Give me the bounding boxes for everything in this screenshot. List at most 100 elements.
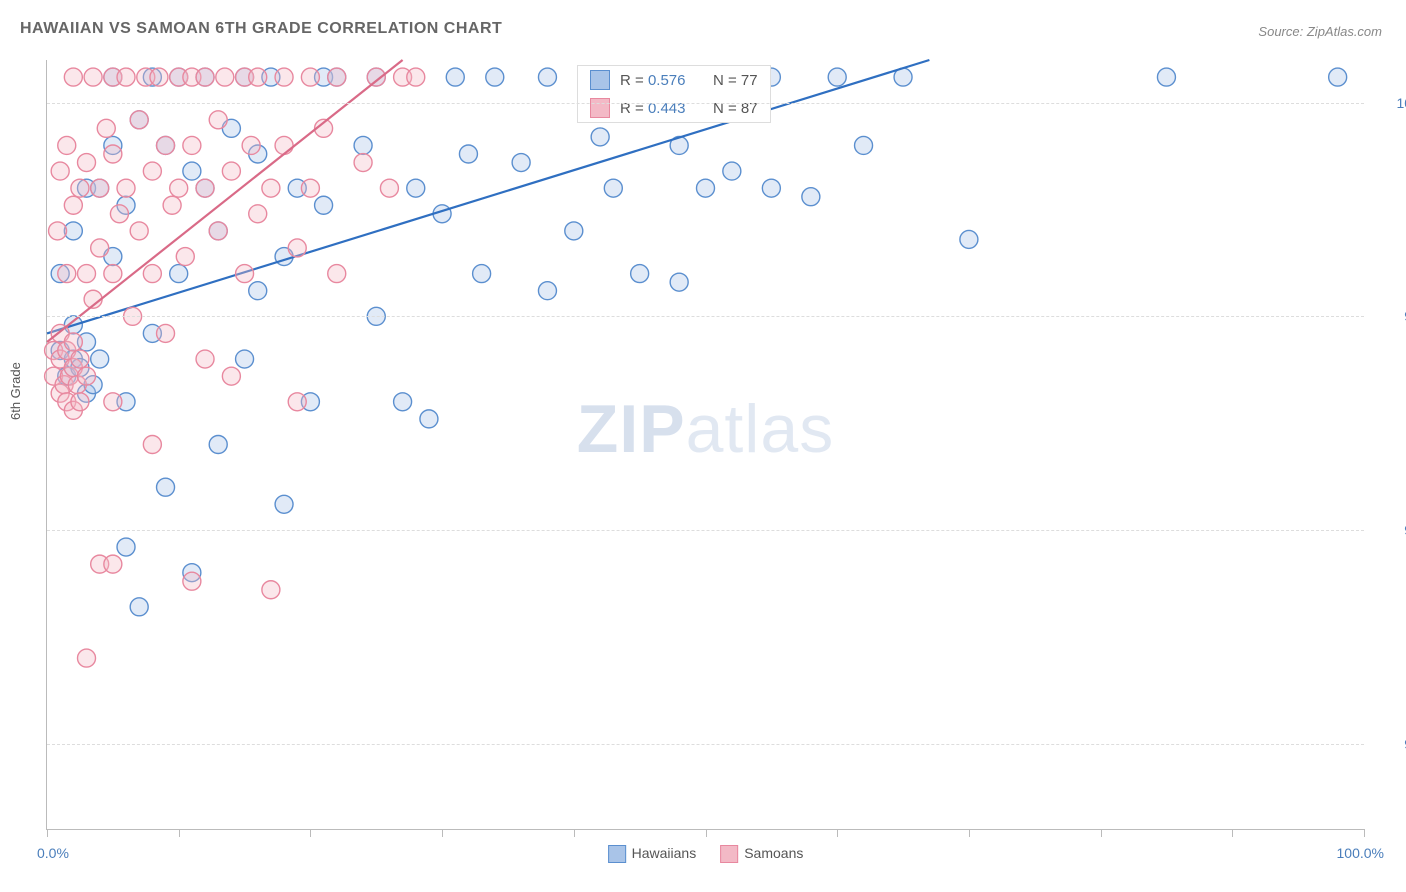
scatter-point: [183, 162, 201, 180]
scatter-point: [828, 68, 846, 86]
correlation-swatch: [590, 70, 610, 90]
scatter-point: [143, 436, 161, 454]
legend-item: Hawaiians: [608, 845, 697, 863]
scatter-point: [78, 649, 96, 667]
scatter-point: [262, 581, 280, 599]
x-tick: [1364, 829, 1365, 837]
scatter-point: [183, 572, 201, 590]
scatter-point: [723, 162, 741, 180]
scatter-point: [183, 136, 201, 154]
scatter-point: [143, 162, 161, 180]
scatter-point: [315, 196, 333, 214]
scatter-point: [170, 265, 188, 283]
scatter-point: [130, 598, 148, 616]
correlation-row: R = 0.443N = 87: [578, 94, 770, 122]
scatter-point: [512, 154, 530, 172]
scatter-point: [473, 265, 491, 283]
gridline-h: [47, 744, 1364, 745]
scatter-point: [71, 179, 89, 197]
scatter-point: [64, 68, 82, 86]
scatter-point: [380, 179, 398, 197]
legend-label: Samoans: [744, 845, 803, 861]
scatter-point: [960, 230, 978, 248]
scatter-point: [328, 265, 346, 283]
scatter-point: [407, 68, 425, 86]
plot-area: ZIPatlas R = 0.576N = 77R = 0.443N = 87 …: [46, 60, 1364, 830]
scatter-point: [130, 222, 148, 240]
scatter-point: [104, 393, 122, 411]
scatter-point: [143, 265, 161, 283]
scatter-point: [64, 333, 82, 351]
legend-swatch: [608, 845, 626, 863]
scatter-point: [58, 265, 76, 283]
scatter-point: [97, 119, 115, 137]
scatter-point: [538, 68, 556, 86]
correlation-swatch: [590, 98, 610, 118]
scatter-point: [78, 367, 96, 385]
scatter-point: [486, 68, 504, 86]
x-tick: [442, 829, 443, 837]
scatter-point: [242, 136, 260, 154]
scatter-point: [697, 179, 715, 197]
scatter-point: [157, 324, 175, 342]
scatter-point: [91, 350, 109, 368]
scatter-point: [222, 162, 240, 180]
scatter-point: [64, 196, 82, 214]
scatter-point: [288, 393, 306, 411]
correlation-n: N = 77: [713, 72, 758, 89]
scatter-point: [301, 179, 319, 197]
scatter-point: [104, 145, 122, 163]
scatter-point: [196, 179, 214, 197]
scatter-point: [275, 495, 293, 513]
scatter-point: [288, 239, 306, 257]
x-tick: [1232, 829, 1233, 837]
scatter-point: [802, 188, 820, 206]
scatter-point: [407, 179, 425, 197]
chart-title: HAWAIIAN VS SAMOAN 6TH GRADE CORRELATION…: [20, 20, 502, 38]
scatter-point: [150, 68, 168, 86]
scatter-point: [91, 239, 109, 257]
scatter-point: [78, 265, 96, 283]
source-prefix: Source:: [1258, 24, 1303, 39]
scatter-point: [176, 248, 194, 266]
scatter-point: [110, 205, 128, 223]
scatter-point: [631, 265, 649, 283]
scatter-point: [604, 179, 622, 197]
y-tick-label: 100.0%: [1374, 95, 1406, 111]
scatter-point: [157, 136, 175, 154]
x-tick: [310, 829, 311, 837]
x-tick: [574, 829, 575, 837]
scatter-point: [117, 68, 135, 86]
legend-item: Samoans: [720, 845, 803, 863]
x-tick: [706, 829, 707, 837]
scatter-point: [196, 350, 214, 368]
scatter-point: [354, 154, 372, 172]
scatter-point: [209, 111, 227, 129]
scatter-point: [104, 265, 122, 283]
scatter-point: [51, 162, 69, 180]
scatter-point: [446, 68, 464, 86]
correlation-legend-box: R = 0.576 N = 77 R = 0.443N = 87: [577, 65, 771, 123]
y-axis-label: 6th Grade: [8, 362, 23, 420]
scatter-point: [104, 555, 122, 573]
scatter-point: [163, 196, 181, 214]
x-tick: [969, 829, 970, 837]
correlation-r: R = 0.576: [620, 72, 703, 89]
y-tick-label: 97.5%: [1374, 308, 1406, 324]
scatter-point: [209, 222, 227, 240]
scatter-point: [71, 350, 89, 368]
scatter-point: [249, 282, 267, 300]
scatter-point: [170, 179, 188, 197]
scatter-point: [216, 68, 234, 86]
scatter-point: [262, 179, 280, 197]
scatter-point: [855, 136, 873, 154]
scatter-point: [130, 111, 148, 129]
correlation-row: R = 0.576 N = 77: [578, 66, 770, 94]
scatter-point: [1157, 68, 1175, 86]
y-tick-label: 92.5%: [1374, 736, 1406, 752]
x-tick: [1101, 829, 1102, 837]
scatter-point: [58, 136, 76, 154]
x-axis-min-label: 0.0%: [37, 845, 69, 861]
scatter-point: [71, 393, 89, 411]
x-tick: [179, 829, 180, 837]
